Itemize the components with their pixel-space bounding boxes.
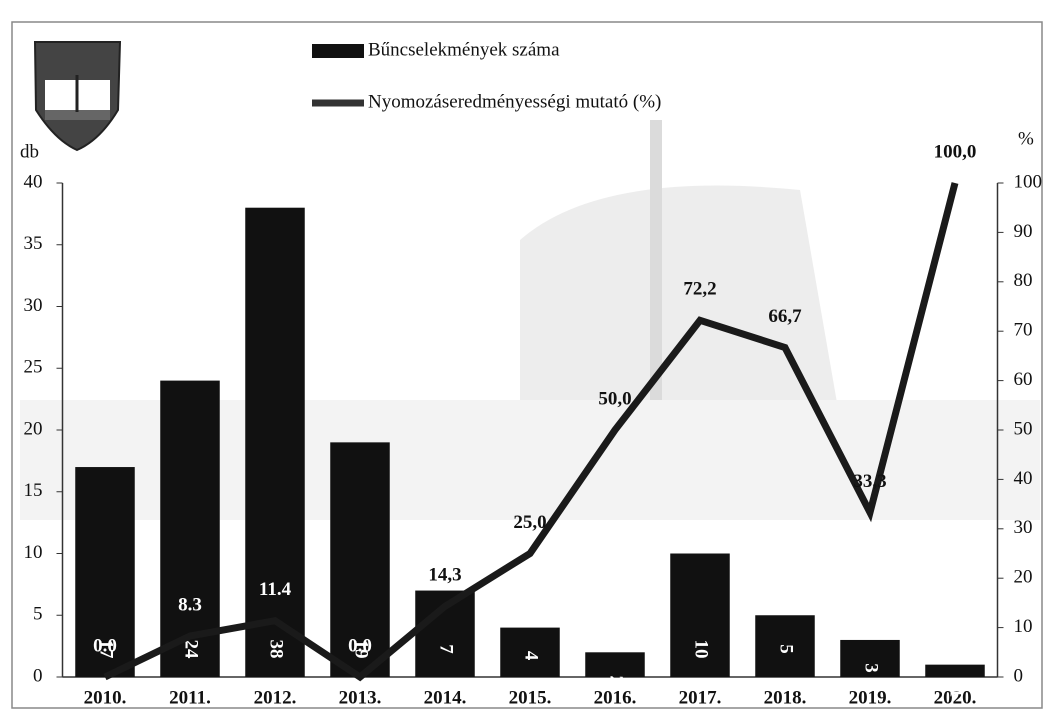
x-tick-label: 2019. bbox=[849, 687, 892, 708]
bar bbox=[670, 553, 730, 677]
y-tick-label: 25 bbox=[24, 357, 43, 378]
x-tick-label: 2013. bbox=[339, 687, 382, 708]
bar bbox=[925, 664, 985, 677]
bar bbox=[755, 615, 815, 677]
y-tick-label: 10 bbox=[24, 542, 43, 563]
y2-tick-label: 0 bbox=[1014, 665, 1024, 686]
x-tick-label: 2018. bbox=[764, 687, 807, 708]
bar bbox=[160, 380, 220, 677]
bar bbox=[245, 207, 305, 677]
line-value-label: 72,2 bbox=[683, 279, 716, 300]
x-tick-label: 2012. bbox=[254, 687, 297, 708]
line-value-label: 0.0 bbox=[93, 635, 117, 656]
bar bbox=[840, 639, 900, 677]
bar-value-label: 19 bbox=[351, 640, 372, 659]
bar bbox=[585, 652, 645, 677]
bar bbox=[75, 467, 135, 677]
y-tick-label: 20 bbox=[24, 418, 43, 439]
y-tick-label: 15 bbox=[24, 480, 43, 501]
y-tick-label: 5 bbox=[33, 604, 43, 625]
x-tick-label: 2010. bbox=[84, 687, 127, 708]
y2-tick-label: 60 bbox=[1014, 369, 1033, 390]
line-value-label: 25,0 bbox=[513, 512, 546, 533]
line-value-label: 33,3 bbox=[853, 471, 886, 492]
line-value-label: 11.4 bbox=[259, 579, 292, 600]
y2-tick-label: 90 bbox=[1014, 221, 1033, 242]
x-tick-label: 2017. bbox=[679, 687, 722, 708]
line-value-label: 0.0 bbox=[348, 635, 372, 656]
y-axis-label: db bbox=[20, 141, 39, 162]
y-tick-label: 35 bbox=[24, 233, 43, 254]
y2-tick-label: 100 bbox=[1014, 171, 1043, 192]
police-logo bbox=[33, 41, 122, 152]
bar bbox=[500, 627, 560, 677]
y-tick-label: 30 bbox=[24, 295, 43, 316]
y2-axis-label: % bbox=[1018, 128, 1034, 149]
bar-value-label: 24 bbox=[181, 640, 202, 660]
line-value-label: 8.3 bbox=[178, 594, 202, 615]
y2-tick-label: 70 bbox=[1014, 320, 1033, 341]
line bbox=[103, 182, 959, 682]
x-tick-label: 2014. bbox=[424, 687, 467, 708]
legend-swatch-bar bbox=[312, 44, 364, 58]
y2-tick-label: 20 bbox=[1014, 567, 1033, 588]
x-tick-label: 2015. bbox=[509, 687, 552, 708]
legend-label: Nyomozáseredményességi mutató (%) bbox=[368, 91, 661, 112]
y-tick-label: 0 bbox=[33, 665, 43, 686]
legend-label: Bűncselekmények száma bbox=[368, 39, 560, 60]
bar-value-label: 7 bbox=[436, 644, 457, 654]
y2-tick-label: 10 bbox=[1014, 616, 1033, 637]
line-value-label: 100,0 bbox=[934, 141, 977, 162]
x-tick-label: 2020. bbox=[934, 687, 977, 708]
bar-value-label: 3 bbox=[861, 663, 882, 673]
bar bbox=[330, 442, 390, 677]
bar-value-label: 10 bbox=[691, 640, 712, 659]
bar-value-label: 5 bbox=[776, 644, 797, 654]
bar-value-label: 2 bbox=[606, 676, 627, 686]
x-tick-label: 2016. bbox=[594, 687, 637, 708]
y2-tick-label: 80 bbox=[1014, 270, 1033, 291]
x-tick-label: 2011. bbox=[169, 687, 211, 708]
y2-tick-label: 50 bbox=[1014, 418, 1033, 439]
line-value-label: 66,7 bbox=[768, 306, 802, 327]
bar-value-label: 38 bbox=[266, 640, 287, 659]
line-value-label: 14,3 bbox=[428, 565, 461, 586]
y2-tick-label: 30 bbox=[1014, 517, 1033, 538]
bar-value-label: 4 bbox=[521, 651, 542, 661]
line-value-label: 50,0 bbox=[598, 388, 631, 409]
y-tick-label: 40 bbox=[24, 171, 43, 192]
bar-value-label: 1 bbox=[946, 688, 967, 698]
y2-tick-label: 40 bbox=[1014, 468, 1033, 489]
bar-value-label: 17 bbox=[96, 640, 117, 660]
